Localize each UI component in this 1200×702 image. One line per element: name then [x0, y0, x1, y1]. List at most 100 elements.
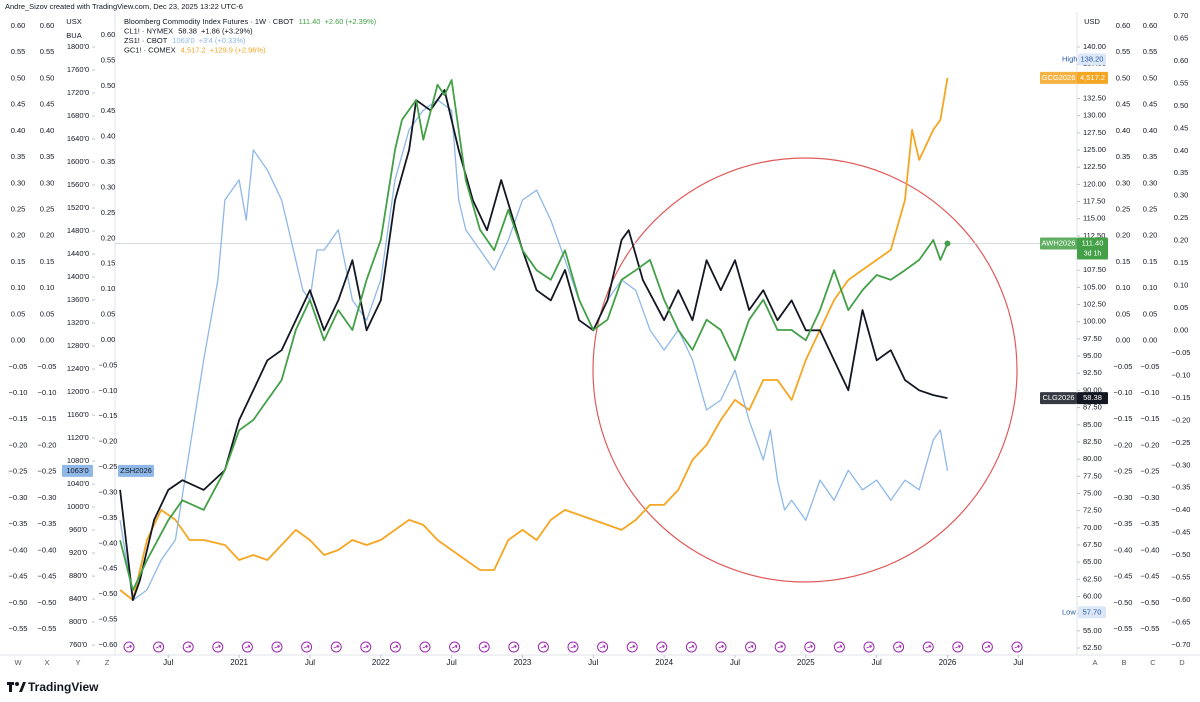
x-tick-label: Jul — [872, 658, 882, 667]
event-icon-arrow — [451, 644, 458, 649]
usx-tick-label: 880'0 — [69, 571, 87, 580]
side-axis-label: −0.15 — [9, 414, 28, 423]
side-axis-label: −0.60 — [1172, 595, 1191, 604]
event-icon-arrow — [866, 644, 873, 649]
usd-tick-label: 120.00 — [1083, 179, 1106, 188]
legend-entry: Bloomberg Commodity Index Futures · 1W ·… — [124, 17, 377, 26]
event-icon-arrow — [126, 644, 133, 649]
side-axis-label: 0.50 — [1143, 73, 1158, 82]
x-tick-label: Jul — [305, 658, 315, 667]
event-icon-arrow — [481, 644, 488, 649]
side-axis-label: −0.50 — [99, 589, 118, 598]
side-axis-label: −0.40 — [1172, 505, 1191, 514]
side-axis-label: 0.25 — [11, 205, 26, 214]
event-icon-arrow — [540, 644, 547, 649]
legend-change: +1.86 (+3.29%) — [201, 26, 253, 35]
series-end-dot — [944, 240, 951, 247]
side-axis-label: −0.35 — [1141, 519, 1160, 528]
side-axis-label: 0.65 — [1174, 33, 1189, 42]
event-icon-arrow — [244, 644, 251, 649]
side-axis-label: 0.45 — [101, 106, 116, 115]
side-axis-label: −0.40 — [1141, 545, 1160, 554]
usd-tick-label: 105.00 — [1083, 282, 1106, 291]
legend-price: 1063'0 — [172, 36, 194, 45]
event-icon-arrow — [392, 644, 399, 649]
event-icon-arrow — [807, 644, 813, 649]
event-icon-arrow — [363, 644, 369, 649]
event-icon-arrow — [777, 644, 784, 649]
side-axis-label: 0.70 — [1174, 11, 1189, 20]
side-axis-label: −0.30 — [1141, 493, 1160, 502]
logo-dot — [15, 682, 19, 686]
value-tag-label: 4,517.2 — [1080, 73, 1105, 82]
side-axis-label: −0.55 — [1172, 573, 1191, 582]
side-axis-label: −0.20 — [99, 437, 118, 446]
pane-letter: D — [1179, 658, 1185, 667]
value-tag-label: 58.38 — [1083, 393, 1102, 402]
side-axis-label: 0.15 — [1143, 257, 1158, 266]
side-axis-label: −0.10 — [1114, 388, 1133, 397]
legend-change: +2.60 (+2.39%) — [324, 17, 376, 26]
legend-change: +129.9 (+2.96%) — [210, 45, 266, 54]
side-axis-label: 0.05 — [40, 309, 55, 318]
usd-tick-label: 102.50 — [1083, 300, 1106, 309]
usx-tick-label: 1800'0 — [67, 42, 89, 51]
event-icon-arrow — [688, 644, 695, 649]
side-axis-label: 0.10 — [1116, 283, 1131, 292]
side-axis-label: −0.05 — [99, 360, 118, 369]
side-axis-label: 0.60 — [1116, 21, 1131, 30]
side-axis-label: 0.40 — [101, 132, 116, 141]
side-axis-label: −0.35 — [9, 519, 28, 528]
name-tag — [1040, 71, 1077, 84]
side-axis-label: 0.35 — [1174, 168, 1189, 177]
side-axis-label: −0.60 — [99, 640, 118, 649]
side-axis-label: 0.35 — [40, 152, 55, 161]
event-icon-arrow — [274, 644, 281, 649]
side-axis-label: −0.30 — [1172, 460, 1191, 469]
event-icon-arrow — [599, 644, 606, 649]
usx-tick-label: 1080'0 — [67, 456, 89, 465]
side-axis-label: 0.00 — [40, 336, 55, 345]
usx-tick-label: 1160'0 — [67, 410, 89, 419]
side-axis-label: −0.35 — [1172, 483, 1191, 492]
name-tag-label: GCG2026 — [1042, 73, 1076, 82]
usx-tick-label: 920'0 — [69, 548, 87, 557]
side-axis-label: 0.60 — [11, 21, 26, 30]
side-axis-label: 0.05 — [1143, 309, 1158, 318]
usd-tick-label: 82.50 — [1083, 437, 1102, 446]
usx-tick-label: 1240'0 — [67, 364, 89, 373]
event-icon-arrow — [1014, 644, 1021, 649]
side-axis-label: 0.35 — [11, 152, 26, 161]
header: Andre_Sizov created with TradingView.com… — [5, 2, 243, 11]
side-axis-label: 0.05 — [11, 309, 26, 318]
side-axis-label: −0.35 — [1114, 519, 1133, 528]
usd-tick-label: 52.50 — [1083, 643, 1102, 652]
side-axis-label: −0.10 — [38, 388, 57, 397]
side-axis-label: −0.50 — [38, 598, 57, 607]
side-axis-label: −0.45 — [1114, 572, 1133, 581]
side-axis-label: 0.20 — [1174, 236, 1189, 245]
usd-tick-label: 62.50 — [1083, 574, 1102, 583]
side-axis-label: 0.55 — [101, 55, 116, 64]
side-axis-label: −0.05 — [9, 362, 28, 371]
x-tick-label: Jul — [447, 658, 457, 667]
side-axis-label: 0.30 — [1143, 178, 1158, 187]
side-axis-label: 0.15 — [101, 259, 116, 268]
series-line — [119, 77, 949, 601]
side-axis-label: 0.25 — [1116, 205, 1131, 214]
usx-tick-label: 1720'0 — [67, 88, 89, 97]
side-axis-label: 0.25 — [1174, 213, 1189, 222]
pane-letter: W — [14, 658, 22, 667]
side-axis-label: 0.15 — [40, 257, 55, 266]
value-tag-label: 111.40 — [1082, 238, 1104, 247]
side-axis-label: −0.25 — [1172, 438, 1191, 447]
side-axis-label: 0.60 — [40, 21, 55, 30]
value-tag — [1077, 71, 1108, 84]
event-icon-arrow — [747, 644, 754, 649]
side-axis-label: 0.10 — [40, 283, 55, 292]
series-line — [119, 99, 949, 601]
side-axis-label: −0.55 — [1114, 624, 1133, 633]
name-tag — [1040, 392, 1077, 405]
side-axis-label: 0.45 — [1174, 123, 1189, 132]
